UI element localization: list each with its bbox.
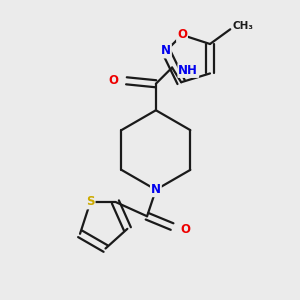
Text: CH₃: CH₃ [233,21,254,32]
Text: N: N [151,183,161,196]
Text: O: O [180,223,190,236]
Text: N: N [161,44,171,58]
Text: O: O [177,28,187,41]
Text: NH: NH [178,64,198,77]
Text: S: S [86,195,94,208]
Text: O: O [108,74,118,87]
